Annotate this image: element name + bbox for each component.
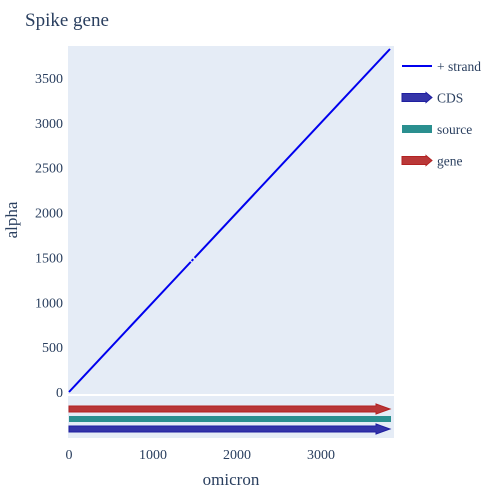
- x-axis-title: omicron: [203, 470, 260, 489]
- legend-label: gene: [437, 154, 462, 169]
- series-line-segment: [193, 48, 391, 259]
- legend-symbol-arrow: [401, 154, 433, 167]
- y-tick-label: 1500: [35, 251, 63, 266]
- legend-label: + strand: [437, 59, 481, 74]
- track-cds-arrow: [68, 423, 392, 435]
- legend: + strand CDS source gene: [401, 59, 481, 169]
- feature-tracks: [68, 403, 392, 435]
- x-tick-label: 1000: [139, 448, 167, 463]
- y-tick-label: 1000: [35, 296, 63, 311]
- x-tick-label: 0: [66, 448, 73, 463]
- y-tick-label: 2000: [35, 207, 63, 222]
- series-line-segment: [190, 258, 195, 262]
- legend-label: CDS: [437, 91, 463, 106]
- legend-label: source: [437, 122, 472, 137]
- main-plot: [68, 48, 391, 393]
- track-source-bar: [69, 416, 391, 422]
- legend-symbol-arrow: [401, 91, 433, 104]
- chart-title: Spike gene: [25, 10, 109, 31]
- y-axis-title: alpha: [2, 201, 21, 238]
- x-tick-label: 3000: [307, 448, 335, 463]
- y-axis-ticks: 0 500 1000 1500 2000 2500 3000 3500: [35, 72, 63, 401]
- y-tick-label: 500: [42, 341, 63, 356]
- y-tick-label: 3000: [35, 117, 63, 132]
- y-tick-label: 2500: [35, 162, 63, 177]
- x-axis-ticks: 0 1000 2000 3000: [66, 448, 335, 463]
- y-tick-label: 0: [56, 386, 63, 401]
- series-line-segment: [68, 261, 192, 393]
- x-tick-label: 2000: [223, 448, 251, 463]
- y-tick-label: 3500: [35, 72, 63, 87]
- legend-symbol-bar: [402, 125, 432, 133]
- track-gene-arrow: [68, 403, 392, 415]
